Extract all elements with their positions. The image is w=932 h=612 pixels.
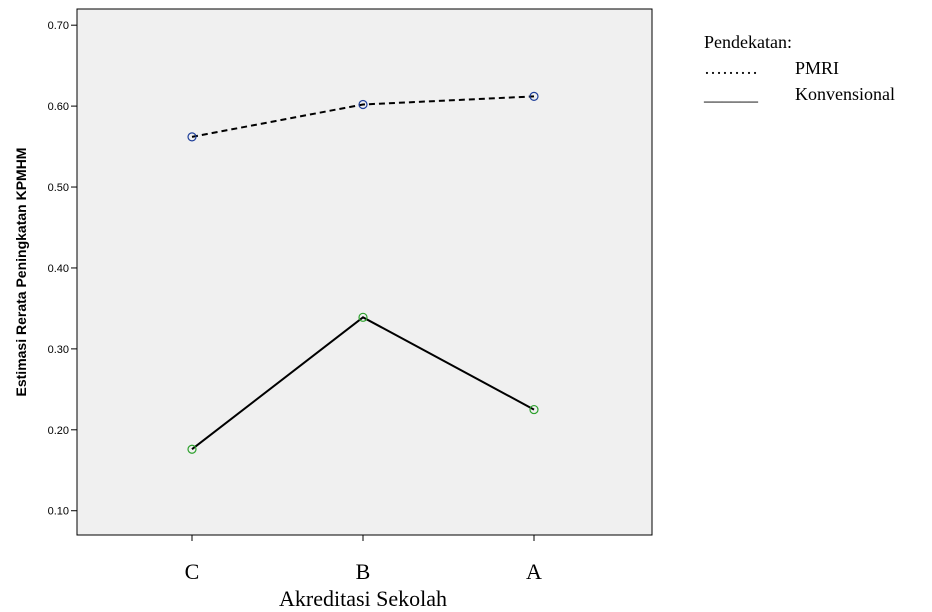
data-point-konvensional — [187, 444, 197, 454]
legend-title: Pendekatan: — [704, 32, 792, 52]
series-line-konvensional — [191, 316, 535, 451]
data-point-pmri — [187, 132, 197, 142]
y-tick-label: 0.30 — [48, 344, 69, 356]
y-tick-label: 0.10 — [48, 506, 69, 518]
y-tick-label: 0.20 — [48, 425, 69, 437]
x-axis-title: Akreditasi Sekolah — [279, 586, 447, 611]
x-tick-label: C — [185, 559, 200, 584]
y-tick-label: 0.50 — [48, 182, 69, 194]
legend: Pendekatan: ……… PMRI ______ Konvensional — [703, 32, 895, 104]
series-line-pmri — [191, 95, 535, 138]
x-tick-label: A — [526, 559, 542, 584]
y-axis-title: Estimasi Rerata Peningkatan KPMHM — [13, 148, 29, 397]
plot-area — [76, 8, 653, 536]
y-axis: 0.10 0.20 0.30 0.40 0.50 0.60 0.70 — [48, 20, 77, 518]
series-layer — [187, 91, 539, 454]
data-point-konvensional — [358, 312, 368, 322]
data-point-pmri — [529, 91, 539, 101]
y-tick-label: 0.60 — [48, 101, 69, 113]
y-tick-label: 0.70 — [48, 20, 69, 32]
legend-label-konvensional: Konvensional — [795, 84, 895, 104]
legend-sample-pmri: ……… — [704, 58, 758, 78]
y-tick-label: 0.40 — [48, 263, 69, 275]
data-point-pmri — [358, 99, 368, 110]
legend-sample-konvensional: ______ — [703, 84, 759, 104]
x-tick-label: B — [356, 559, 371, 584]
data-point-konvensional — [529, 404, 539, 415]
legend-label-pmri: PMRI — [795, 58, 839, 78]
